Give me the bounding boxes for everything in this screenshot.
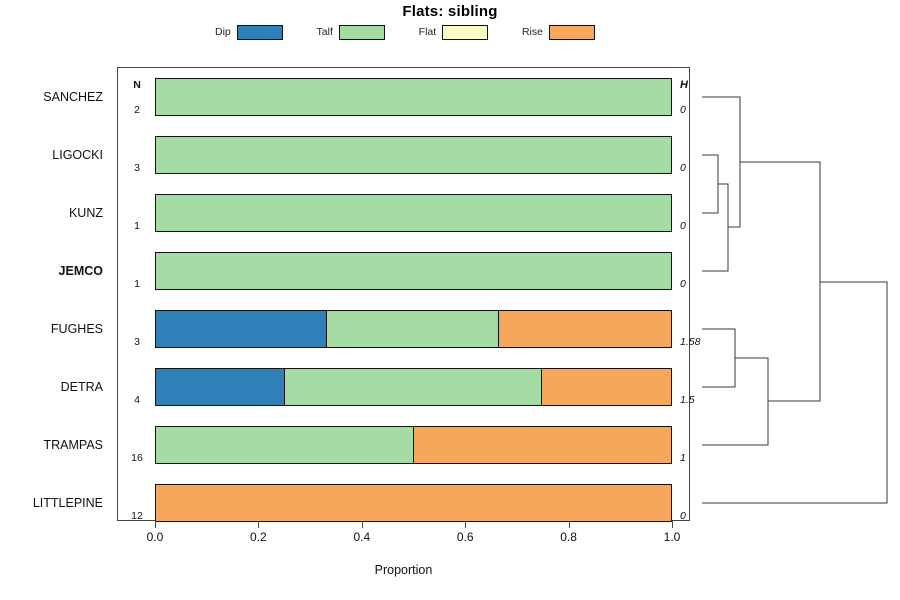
legend-item-flat[interactable]: Flat — [418, 24, 489, 40]
dendro-link-sanchez-cluster — [702, 96, 741, 228]
category-label-trampas: TRAMPAS — [43, 438, 104, 452]
bar-segment-talf[interactable] — [156, 195, 671, 231]
x-tick-label: 0.2 — [250, 530, 267, 544]
bar-row[interactable] — [155, 194, 672, 232]
category-label-jemco: JEMCO — [58, 264, 103, 278]
chart-title: Flats: sibling — [402, 3, 498, 20]
bar-segment-rise[interactable] — [498, 311, 671, 347]
x-tick — [361, 521, 363, 528]
legend-swatch-flat — [442, 24, 489, 40]
bar-segment-talf[interactable] — [284, 369, 543, 405]
dendro-link-ligockikunz-jemco — [702, 183, 729, 272]
bar-row[interactable] — [155, 484, 672, 522]
dendrogram — [690, 67, 900, 521]
x-tick — [155, 521, 156, 528]
legend-item-talf[interactable]: Talf — [316, 24, 385, 40]
x-tick — [258, 521, 260, 528]
legend-swatch-dip — [236, 24, 283, 40]
category-label-detra: DETRA — [60, 380, 103, 394]
x-tick-label: 0.8 — [560, 530, 577, 544]
bar-segment-talf[interactable] — [156, 137, 671, 173]
category-label-ligocki: LIGOCKI — [52, 148, 103, 162]
legend-item-rise[interactable]: Rise — [521, 24, 595, 40]
x-axis-title: Proportion — [374, 563, 433, 577]
legend-swatch-rise — [548, 24, 595, 40]
x-tick — [465, 521, 467, 528]
legend-swatch-talf — [338, 24, 385, 40]
legend-label-dip: Dip — [215, 26, 231, 38]
bar-segment-talf[interactable] — [156, 427, 414, 463]
category-label-kunz: KUNZ — [68, 206, 103, 220]
bar-row[interactable] — [155, 426, 672, 464]
category-axis-labels: SANCHEZ LIGOCKI KUNZ JEMCO FUGHES DETRA TRAMPA… — [0, 67, 110, 521]
dendrogram-links — [702, 96, 888, 504]
bar-row[interactable] — [155, 368, 672, 406]
legend-label-rise: Rise — [521, 26, 543, 38]
bar-segment-talf[interactable] — [327, 311, 499, 347]
bar-segment-rise[interactable] — [413, 427, 671, 463]
dendrogram-svg — [702, 96, 888, 504]
bar-row[interactable] — [155, 78, 672, 116]
bar-row[interactable] — [155, 252, 672, 290]
x-tick — [672, 521, 673, 528]
bar-segment-dip[interactable] — [156, 369, 285, 405]
x-axis: 0.0 0.2 0.4 0.6 0.8 1.0 — [117, 521, 690, 561]
bar-row[interactable] — [155, 310, 672, 348]
legend: Dip Talf Flat Rise — [215, 22, 595, 42]
bar-row[interactable] — [155, 136, 672, 174]
bar-segment-rise[interactable] — [542, 369, 671, 405]
dendro-link-top-bottom — [740, 161, 821, 402]
dendro-link-root-littlepine — [702, 281, 888, 504]
category-label-fughes: FUGHES — [50, 322, 103, 336]
x-tick-label: 0.0 — [146, 530, 164, 544]
bar-segment-dip[interactable] — [156, 311, 328, 347]
legend-label-talf: Talf — [316, 26, 333, 38]
legend-label-flat: Flat — [418, 26, 437, 38]
x-tick-label: 0.4 — [353, 530, 371, 544]
x-tick — [568, 521, 570, 528]
dendro-link-fughes-detra — [702, 328, 736, 388]
dendro-link-ligocki-kunz — [702, 154, 719, 214]
bar-segment-rise[interactable] — [156, 485, 671, 521]
x-tick-label: 0.6 — [456, 530, 474, 544]
category-label-littlepine: LITTLEPINE — [32, 496, 103, 510]
bar-segment-talf[interactable] — [156, 79, 671, 115]
category-label-sanchez: SANCHEZ — [43, 90, 103, 104]
x-tick-label: 1.0 — [663, 530, 681, 544]
legend-item-dip[interactable]: Dip — [215, 24, 283, 40]
bar-segment-talf[interactable] — [156, 253, 671, 289]
